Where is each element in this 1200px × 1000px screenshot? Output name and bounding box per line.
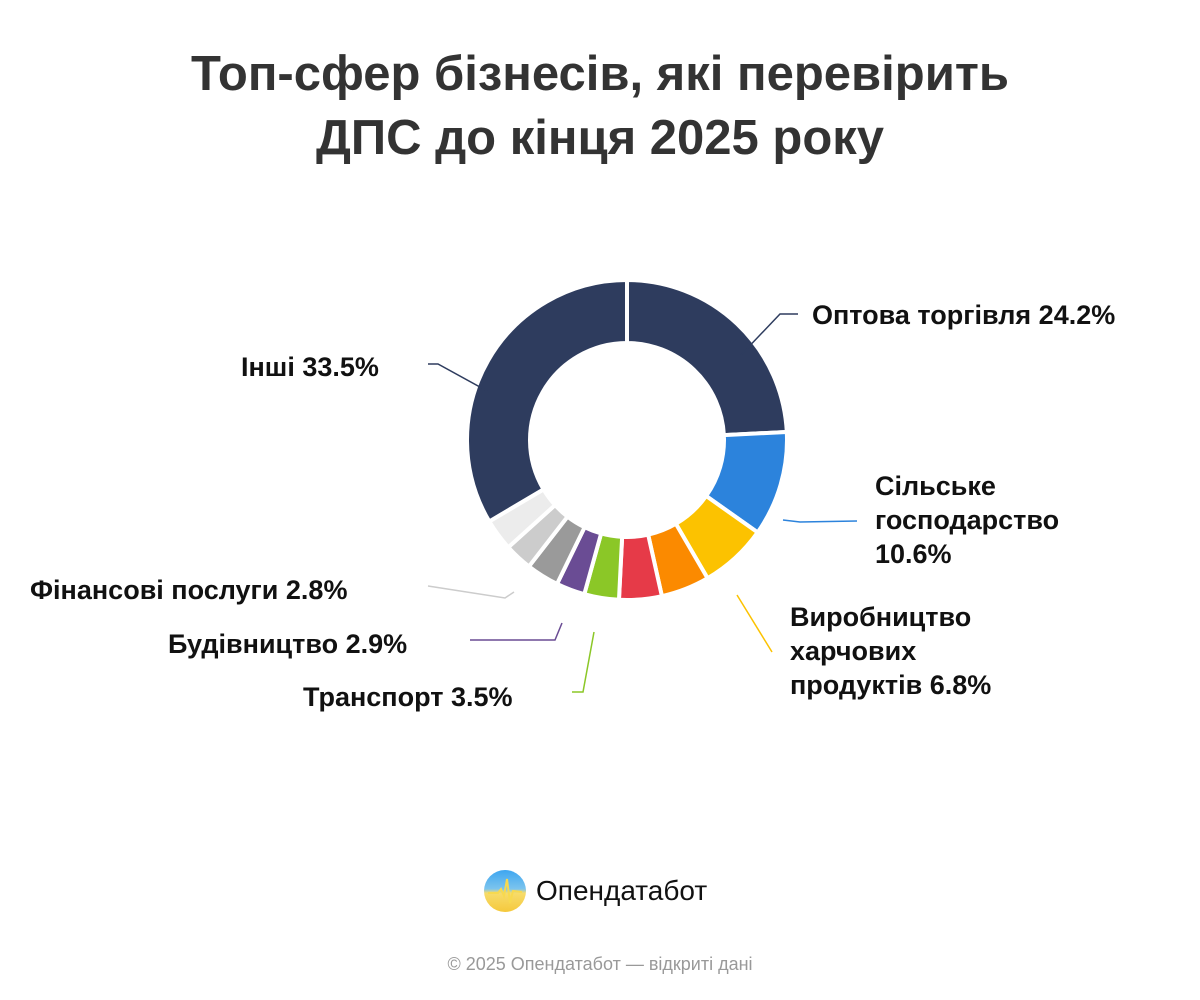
label-silske: Сільське господарство 10.6% <box>875 469 1059 571</box>
title-line-1: Топ-сфер бізнесів, які перевірить <box>191 47 1009 101</box>
label-transport: Транспорт 3.5% <box>303 682 513 712</box>
chart-title: Топ-сфер бізнесів, які перевірить ДПС до… <box>0 42 1200 170</box>
leader-optova <box>739 313 798 357</box>
brand-name: Опендатабот <box>536 875 708 906</box>
label-vyrob-3: продуктів 6.8% <box>790 670 992 700</box>
donut-slice-0 <box>625 278 789 438</box>
leader-finans <box>427 585 515 599</box>
label-vyrob-1: Виробництво <box>790 602 972 632</box>
footer-copyright: © 2025 Опендатабот — відкриті дані <box>447 954 753 974</box>
leader-budivn <box>470 622 563 641</box>
label-inshi: Інші 33.5% <box>241 352 379 382</box>
leader-inshi <box>428 363 490 393</box>
label-vyrob-2: харчових <box>790 636 917 666</box>
label-optova: Оптова торгівля 24.2% <box>812 300 1116 330</box>
leader-silske <box>782 519 858 523</box>
label-silske-3: 10.6% <box>875 539 952 569</box>
label-silske-1: Сільське <box>875 471 996 501</box>
donut-slice-10 <box>465 278 629 524</box>
logo-icon <box>484 870 526 912</box>
leader-transport <box>572 631 595 693</box>
label-finans: Фінансові послуги 2.8% <box>30 575 348 605</box>
brand-logo: Опендатабот <box>484 870 707 912</box>
label-silske-2: господарство <box>875 505 1060 535</box>
label-vyrob: Виробництво харчових продуктів 6.8% <box>790 600 991 702</box>
label-budivn: Будівництво 2.9% <box>168 629 408 659</box>
leader-vyrob <box>736 594 773 653</box>
title-line-2: ДПС до кінця 2025 року <box>315 111 885 165</box>
